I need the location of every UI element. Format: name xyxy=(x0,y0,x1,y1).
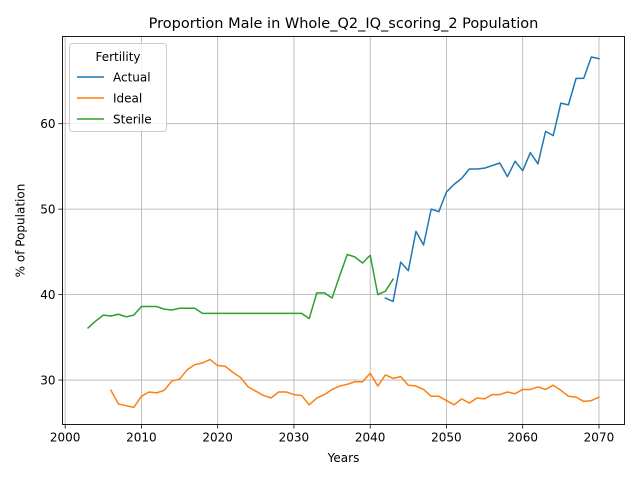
legend-entries: Actual Ideal Sterile xyxy=(77,70,152,126)
x-tick-label: 2010 xyxy=(126,431,157,445)
y-tick-label: 30 xyxy=(40,373,55,387)
x-tick-label: 2060 xyxy=(507,431,538,445)
y-tick-label: 50 xyxy=(40,202,55,216)
x-tick-label: 2020 xyxy=(202,431,233,445)
x-tick-label: 2040 xyxy=(355,431,386,445)
legend: Fertility Actual Ideal Sterile xyxy=(69,43,167,132)
x-axis-label: Years xyxy=(327,451,360,465)
legend-label-sterile: Sterile xyxy=(113,112,152,126)
grid xyxy=(62,36,625,425)
x-tick-label: 2070 xyxy=(584,431,615,445)
y-tick-label: 40 xyxy=(40,288,55,302)
legend-label-actual: Actual xyxy=(113,70,151,84)
chart-title: Proportion Male in Whole_Q2_IQ_scoring_2… xyxy=(149,16,539,32)
series-line-actual xyxy=(384,56,600,303)
series-lines xyxy=(86,56,600,409)
axis-ticks: 2000 2010 2020 2030 2040 2050 2060 2070 30 40 50 60 xyxy=(40,117,614,445)
series-line-sterile xyxy=(86,253,395,329)
plot-frame xyxy=(62,36,625,425)
x-tick-label: 2000 xyxy=(50,431,81,445)
x-tick-label: 2030 xyxy=(279,431,310,445)
series-line-ideal xyxy=(109,358,600,409)
y-axis-label: % of Population xyxy=(14,184,28,278)
legend-box xyxy=(69,43,167,132)
legend-label-ideal: Ideal xyxy=(113,91,142,105)
legend-title: Fertility xyxy=(95,50,140,64)
y-tick-label: 60 xyxy=(40,117,55,131)
x-tick-label: 2050 xyxy=(431,431,462,445)
